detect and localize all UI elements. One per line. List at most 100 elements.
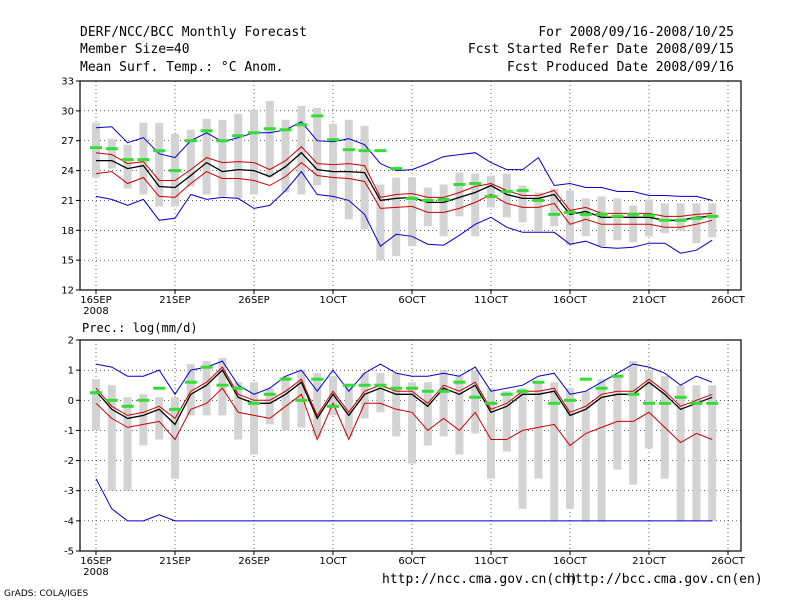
median-marker — [153, 149, 166, 153]
median-marker — [437, 389, 450, 393]
range-box — [313, 373, 322, 437]
median-marker — [263, 127, 276, 131]
range-box — [297, 370, 306, 428]
y-tick-label: 2 — [68, 336, 74, 347]
range-box — [518, 388, 527, 509]
fcst-produced-date: Fcst Produced Date 2008/09/16 — [507, 60, 734, 75]
median-marker — [627, 392, 640, 396]
range-box — [92, 379, 100, 431]
x-year-label: 2008 — [83, 306, 108, 317]
median-marker — [706, 401, 719, 405]
median-marker — [437, 197, 450, 201]
range-box — [613, 376, 622, 470]
median-marker — [485, 401, 497, 405]
y-tick-label: 27 — [61, 136, 74, 147]
median-marker — [674, 218, 687, 222]
range-box — [250, 109, 258, 195]
y-tick-label: 12 — [61, 286, 74, 297]
range-box — [107, 385, 116, 491]
x-year-label: 2008 — [83, 567, 108, 578]
median-marker — [564, 210, 576, 214]
median-marker — [200, 365, 213, 369]
range-box — [155, 122, 164, 207]
median-marker — [706, 214, 719, 218]
range-box — [550, 382, 559, 521]
forecast-period: For 2008/09/16-2008/10/25 — [538, 25, 734, 40]
median-marker — [532, 198, 545, 202]
range-box — [487, 175, 495, 208]
median-marker — [643, 401, 655, 405]
x-tick-label: 6OCT — [398, 295, 426, 306]
x-tick-label: 21SEP — [159, 556, 190, 567]
median-marker — [532, 380, 545, 384]
range-box — [123, 144, 132, 189]
median-marker — [453, 183, 466, 187]
median-marker — [358, 149, 371, 153]
range-box — [250, 382, 258, 455]
median-marker — [137, 158, 150, 162]
range-box — [597, 196, 606, 247]
median-marker — [216, 139, 229, 143]
range-box — [534, 382, 543, 479]
range-box — [502, 391, 511, 452]
median-marker — [279, 128, 292, 132]
x-tick-label: 21SEP — [159, 295, 190, 306]
median-marker — [390, 386, 403, 390]
range-box — [408, 382, 416, 464]
panel-2: Prec.: log(mm/d) -5 -4 -3 -2 -1 0 1 2 16SEP 21SEP 2… — [64, 321, 746, 578]
y-tick-label: 24 — [61, 166, 74, 177]
range-box — [234, 382, 243, 440]
median-marker — [184, 139, 197, 143]
range-box — [708, 385, 717, 521]
range-box — [265, 100, 274, 178]
range-box — [186, 364, 195, 416]
range-box — [471, 370, 480, 434]
median-marker — [169, 169, 181, 173]
bcc-url[interactable]: http://bcc.cma.gov.cn(en) — [567, 572, 763, 587]
upper-inner-line — [95, 146, 713, 217]
range-box — [107, 138, 116, 169]
median-marker — [658, 401, 671, 405]
y-tick-label: 15 — [61, 256, 74, 267]
variable-label: Mean Surf. Temp.: °C Anom. — [80, 60, 284, 75]
range-box — [408, 177, 416, 247]
x-tick-label: 21OCT — [632, 556, 667, 567]
median-marker — [121, 404, 134, 408]
median-marker — [390, 167, 403, 171]
x-tick-label: 11OCT — [474, 556, 509, 567]
x-tick-label: 21OCT — [632, 295, 667, 306]
median-marker — [453, 380, 466, 384]
range-box — [139, 394, 148, 446]
x-tick-label: 1OCT — [319, 295, 347, 306]
x-tick-label: 1OCT — [319, 556, 347, 567]
median-marker — [90, 146, 102, 150]
x-tick-label: 6OCT — [398, 556, 426, 567]
range-box — [487, 388, 495, 479]
range-box — [692, 203, 701, 244]
range-box — [455, 376, 464, 455]
range-box — [329, 376, 337, 416]
lower-inner-line — [95, 161, 713, 228]
median-marker — [327, 404, 339, 408]
median-marker — [421, 198, 434, 202]
median-marker — [658, 218, 671, 222]
range-box — [581, 391, 590, 521]
ncc-url[interactable]: http://ncc.cma.gov.cn(ch) — [382, 572, 578, 587]
range-box — [234, 113, 243, 199]
range-box — [502, 173, 511, 218]
y-tick-label: 1 — [68, 366, 74, 377]
median-marker — [200, 129, 213, 133]
median-marker — [358, 383, 371, 387]
range-box — [692, 385, 701, 521]
y-tick-label: 33 — [61, 77, 74, 88]
range-box — [676, 385, 685, 521]
median-marker — [595, 212, 608, 216]
range-box — [155, 397, 164, 440]
mean-line — [95, 369, 713, 426]
median-marker — [595, 386, 608, 390]
range-box — [265, 388, 274, 425]
x-tick-label: 16OCT — [553, 556, 588, 567]
member-size: Member Size=40 — [80, 42, 190, 57]
median-marker — [421, 389, 434, 393]
range-box — [455, 172, 464, 217]
